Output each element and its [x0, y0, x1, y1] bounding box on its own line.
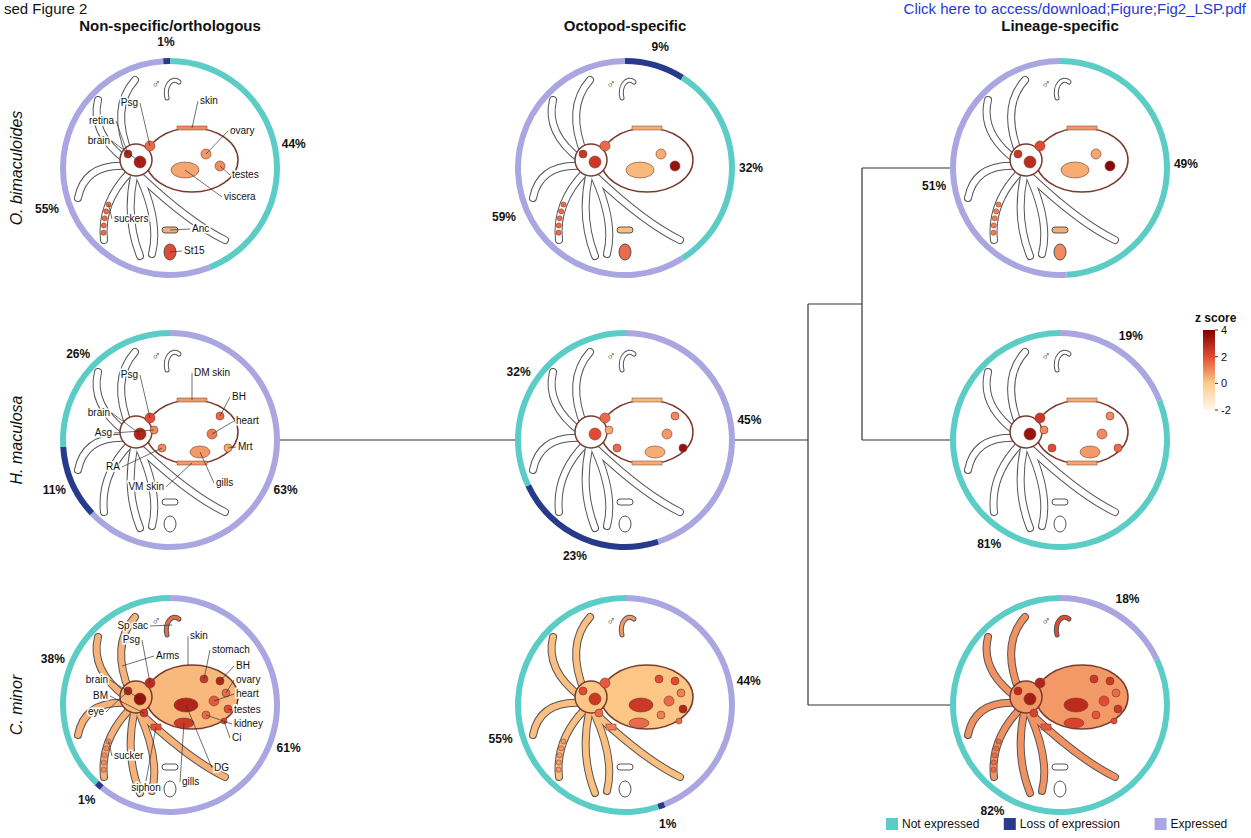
svg-text:Arms: Arms	[156, 650, 179, 661]
svg-text:ovary: ovary	[230, 125, 254, 136]
svg-text:38%: 38%	[41, 652, 65, 666]
svg-text:♂: ♂	[1042, 349, 1051, 363]
svg-text:♂: ♂	[607, 77, 616, 91]
svg-text:testes: testes	[232, 169, 259, 180]
svg-text:gills: gills	[216, 477, 233, 488]
svg-text:BH: BH	[236, 660, 250, 671]
svg-text:18%: 18%	[1115, 592, 1139, 606]
svg-text:19%: 19%	[1119, 329, 1143, 343]
svg-text:kidney: kidney	[234, 718, 263, 729]
svg-text:brain: brain	[88, 407, 110, 418]
svg-text:32%: 32%	[739, 161, 763, 175]
svg-text:0: 0	[1221, 377, 1227, 389]
svg-text:VM skin: VM skin	[128, 481, 164, 492]
svg-text:♂: ♂	[1042, 614, 1051, 628]
svg-text:-2: -2	[1221, 404, 1231, 416]
svg-text:BM: BM	[93, 690, 108, 701]
svg-text:9%: 9%	[651, 40, 669, 54]
svg-text:♂: ♂	[607, 349, 616, 363]
svg-text:1%: 1%	[78, 793, 96, 807]
svg-text:49%: 49%	[1174, 157, 1198, 171]
svg-text:26%: 26%	[66, 347, 90, 361]
svg-text:51%: 51%	[922, 179, 946, 193]
svg-text:11%: 11%	[43, 483, 67, 497]
svg-text:viscera: viscera	[224, 191, 256, 202]
svg-text:1%: 1%	[157, 35, 175, 49]
svg-text:Asg: Asg	[95, 427, 112, 438]
svg-text:Ci: Ci	[232, 732, 241, 743]
svg-text:45%: 45%	[737, 413, 761, 427]
svg-text:Click here to access/download;: Click here to access/download;Figure;Fig…	[904, 0, 1247, 17]
svg-text:Anc: Anc	[192, 223, 209, 234]
svg-text:44%: 44%	[282, 137, 306, 151]
svg-text:2: 2	[1221, 351, 1227, 363]
svg-text:♂: ♂	[152, 77, 161, 91]
svg-text:Psg: Psg	[123, 634, 140, 645]
svg-text:heart: heart	[236, 688, 259, 699]
svg-text:82%: 82%	[980, 804, 1004, 818]
svg-text:Octopod-specific: Octopod-specific	[564, 17, 687, 34]
svg-text:RA: RA	[106, 461, 120, 472]
svg-text:DG: DG	[214, 762, 229, 773]
svg-text:Mrt: Mrt	[238, 441, 253, 452]
svg-text:Sp sac: Sp sac	[117, 620, 148, 631]
svg-text:61%: 61%	[277, 741, 301, 755]
svg-text:C. minor: C. minor	[8, 674, 25, 735]
svg-text:O. bimaculoides: O. bimaculoides	[8, 111, 25, 226]
svg-text:32%: 32%	[507, 365, 531, 379]
svg-text:skin: skin	[190, 630, 208, 641]
svg-text:44%: 44%	[737, 674, 761, 688]
svg-text:z score: z score	[1195, 311, 1237, 325]
svg-text:Lineage-specific: Lineage-specific	[1001, 17, 1119, 34]
svg-text:sed Figure 2: sed Figure 2	[4, 0, 87, 17]
svg-text:retina: retina	[89, 115, 114, 126]
svg-text:Psg: Psg	[121, 97, 138, 108]
svg-text:♂: ♂	[1042, 77, 1051, 91]
svg-text:1%: 1%	[659, 817, 677, 831]
svg-text:brain: brain	[86, 674, 108, 685]
svg-text:Non-specific/orthologous: Non-specific/orthologous	[79, 17, 261, 34]
svg-text:skin: skin	[200, 95, 218, 106]
svg-text:23%: 23%	[563, 549, 587, 563]
svg-text:63%: 63%	[274, 483, 298, 497]
svg-text:Loss of expression: Loss of expression	[1020, 817, 1120, 831]
svg-text:Not expressed: Not expressed	[902, 817, 979, 831]
svg-text:♂: ♂	[607, 614, 616, 628]
svg-text:suckers: suckers	[114, 213, 148, 224]
svg-text:55%: 55%	[489, 732, 513, 746]
svg-text:heart: heart	[236, 415, 259, 426]
svg-text:55%: 55%	[35, 202, 59, 216]
svg-text:4: 4	[1221, 324, 1227, 336]
svg-text:♂: ♂	[152, 349, 161, 363]
svg-text:testes: testes	[234, 704, 261, 715]
svg-text:stomach: stomach	[212, 644, 250, 655]
svg-text:gills: gills	[182, 776, 199, 787]
svg-text:H. maculosa: H. maculosa	[8, 395, 25, 484]
svg-text:BH: BH	[232, 391, 246, 402]
svg-text:Expressed: Expressed	[1171, 817, 1228, 831]
svg-text:sucker: sucker	[114, 750, 144, 761]
svg-text:St15: St15	[184, 245, 205, 256]
svg-text:Psg: Psg	[121, 369, 138, 380]
svg-text:siphon: siphon	[131, 782, 160, 793]
svg-text:brain: brain	[88, 135, 110, 146]
svg-text:DM skin: DM skin	[194, 367, 230, 378]
svg-text:81%: 81%	[977, 537, 1001, 551]
svg-text:ovary: ovary	[236, 674, 260, 685]
svg-text:eye: eye	[88, 706, 105, 717]
svg-text:59%: 59%	[492, 210, 516, 224]
